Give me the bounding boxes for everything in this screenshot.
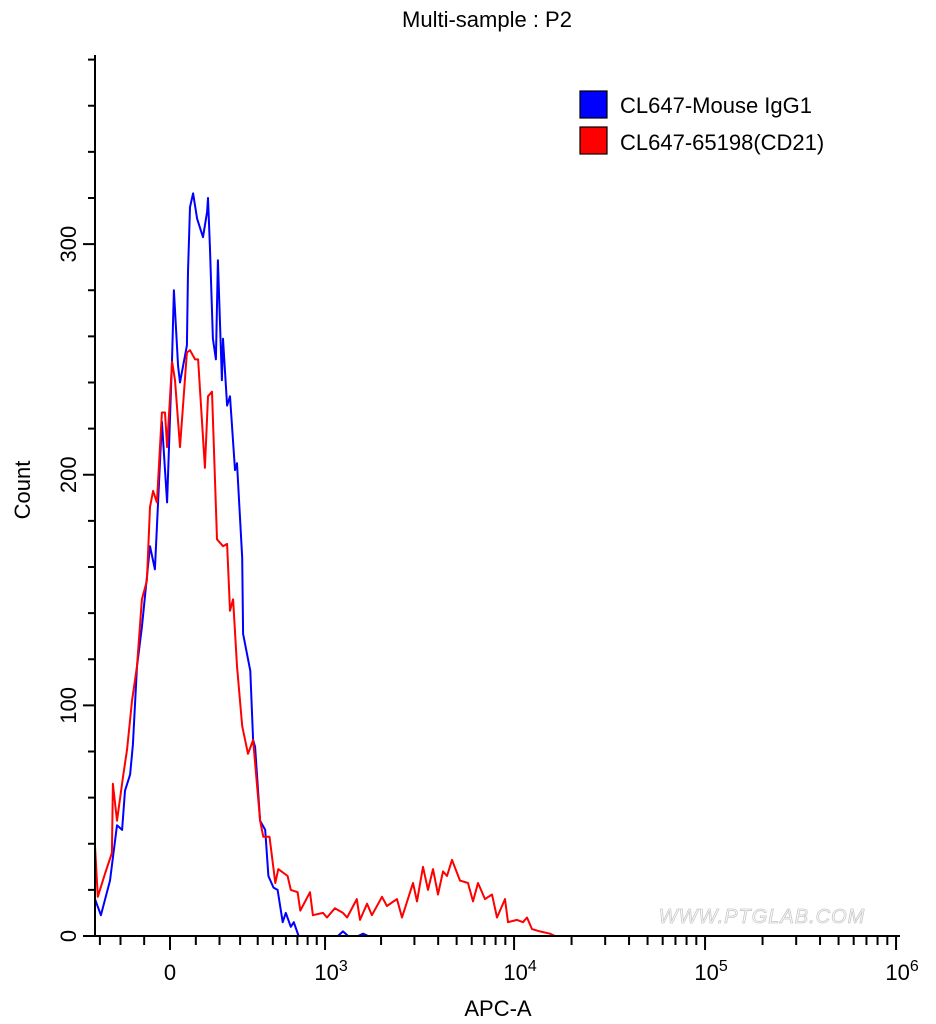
legend-swatch-1 <box>579 126 608 155</box>
y-axis-label: Count <box>10 461 35 520</box>
x-axis-label: APC-A <box>464 996 532 1021</box>
x-tick-label: 0 <box>164 960 176 985</box>
series-layer <box>94 192 556 937</box>
y-tick-label: 200 <box>56 456 81 493</box>
x-tick-label: 104 <box>503 958 536 985</box>
x-tick-exponent: 6 <box>910 958 919 975</box>
x-tick-label: 105 <box>694 958 727 985</box>
legend: CL647-Mouse IgG1 CL647-65198(CD21) <box>579 90 824 155</box>
x-tick-exponent: 5 <box>719 958 728 975</box>
x-tick-exponent: 4 <box>528 958 537 975</box>
chart-title: Multi-sample : P2 <box>402 7 572 32</box>
x-tick-label: 106 <box>885 958 918 985</box>
watermark: WWW.PTGLAB.COM <box>659 906 866 928</box>
legend-label-1: CL647-65198(CD21) <box>620 130 824 155</box>
y-tick-label: 100 <box>56 687 81 724</box>
series-line-1 <box>94 349 556 937</box>
axes-layer: 0 100 200 300 0 103 104 105 106 <box>56 55 919 985</box>
x-tick-label: 103 <box>314 958 347 985</box>
y-tick-label: 0 <box>56 930 81 942</box>
legend-swatch-0 <box>579 90 608 119</box>
y-tick-label: 300 <box>56 226 81 263</box>
legend-label-0: CL647-Mouse IgG1 <box>620 93 812 118</box>
x-tick-exponent: 3 <box>339 958 348 975</box>
series-line-0 <box>94 192 369 937</box>
